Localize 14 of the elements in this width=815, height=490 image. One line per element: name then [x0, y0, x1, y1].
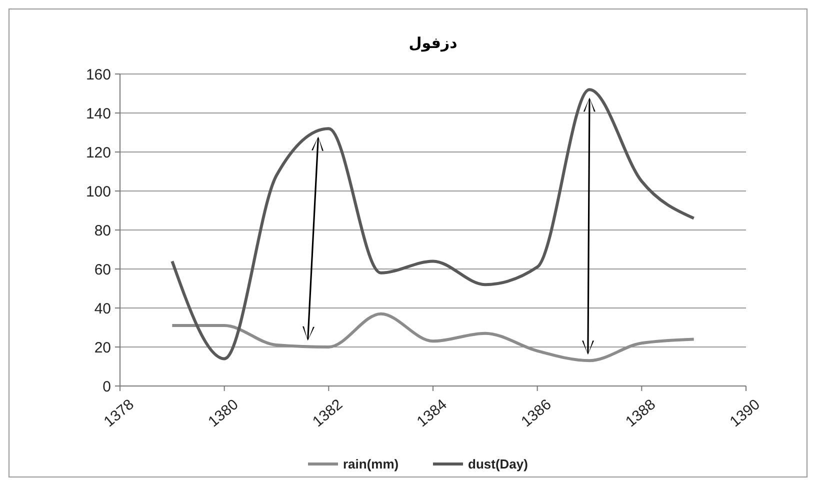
y-tick-label: 160 — [86, 66, 111, 84]
y-tick-label: 60 — [94, 261, 111, 278]
chart-title: دزفول — [408, 34, 458, 52]
y-tick-label: 20 — [94, 339, 111, 356]
line-series — [170, 312, 696, 362]
y-tick-label: 80 — [94, 222, 111, 240]
y-tick-label: 0 — [102, 378, 111, 396]
y-tick-label: 40 — [94, 300, 111, 318]
line-series — [170, 88, 696, 360]
legend-label: dust(Day) — [468, 456, 528, 472]
y-tick-label: 100 — [86, 183, 111, 200]
y-tick-label: 120 — [86, 144, 111, 162]
y-tick-label: 140 — [86, 105, 111, 122]
legend-label: rain(mm) — [343, 456, 399, 472]
